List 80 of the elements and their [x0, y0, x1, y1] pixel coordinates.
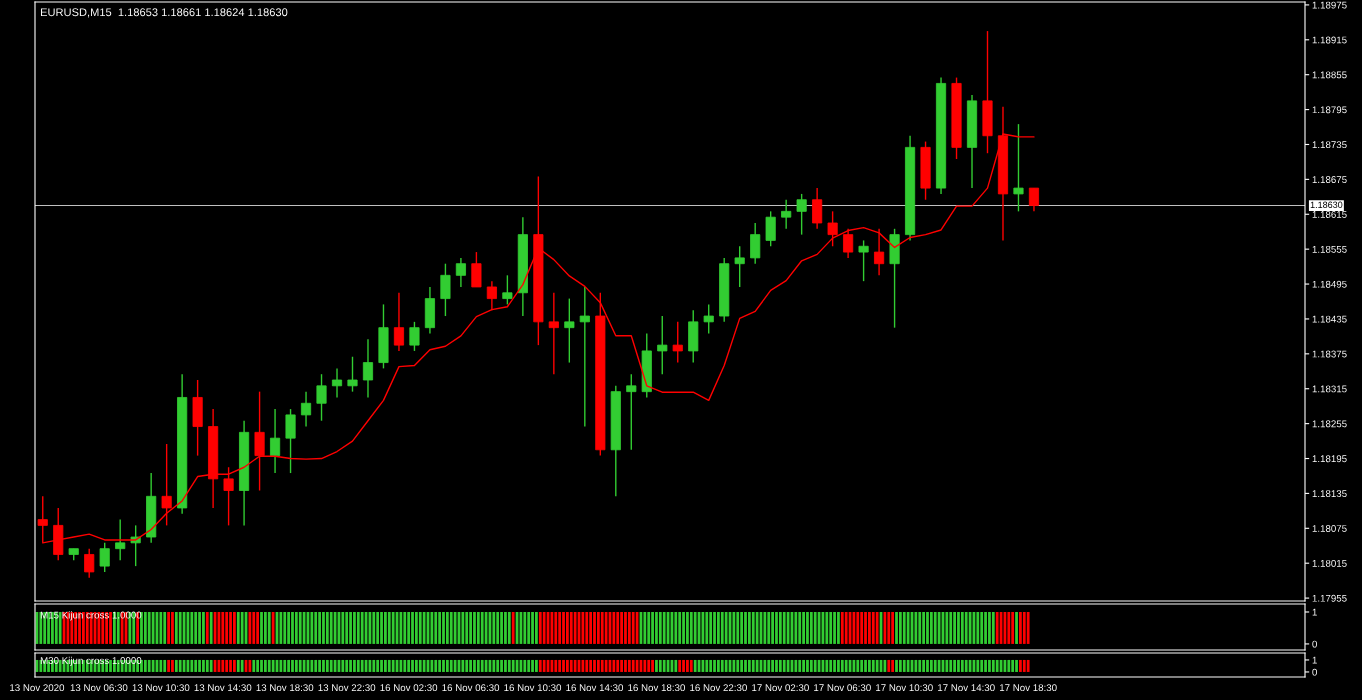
y-tick-label: 1.18195 [1312, 455, 1347, 463]
candlestick [331, 367, 343, 399]
candlestick [703, 303, 714, 335]
x-tick-label: 17 Nov 02:30 [752, 684, 809, 692]
candlestick [409, 321, 420, 352]
candlestick [672, 321, 683, 364]
candlestick [486, 280, 497, 311]
ref-line-label: 1.18630 [1310, 201, 1343, 208]
candlestick [750, 222, 761, 265]
y-tick-label: 1.18795 [1312, 106, 1347, 114]
candlestick [564, 297, 575, 364]
y-tick-label: 1.18075 [1312, 525, 1347, 532]
y-tick-label: 1.18135 [1312, 490, 1347, 498]
candlestick [254, 390, 265, 492]
candlestick [347, 356, 358, 393]
candlestick [223, 466, 234, 527]
y-tick-label: 1.18555 [1312, 245, 1347, 253]
y-tick-label: 1.18675 [1312, 176, 1347, 183]
candlestick [300, 390, 312, 428]
candlestick [796, 193, 807, 236]
x-tick-label: 16 Nov 18:30 [628, 684, 685, 692]
candlestick [362, 338, 374, 399]
candlestick [812, 187, 823, 230]
candlestick [84, 547, 95, 579]
x-tick-label: 17 Nov 10:30 [876, 684, 933, 692]
y-tick-label: 1 [1312, 656, 1317, 664]
y-tick-label: 1.18375 [1312, 350, 1347, 358]
x-tick-label: 13 Nov 2020 [10, 684, 65, 692]
x-tick-label: 13 Nov 06:30 [70, 684, 128, 692]
x-tick-label: 16 Nov 06:30 [442, 684, 500, 692]
x-tick-label: 13 Nov 18:30 [256, 684, 314, 692]
candlestick [874, 228, 885, 277]
y-tick-label: 1.18255 [1312, 420, 1347, 428]
x-tick-label: 17 Nov 06:30 [814, 684, 871, 692]
candlestick [502, 274, 513, 306]
y-tick-label: 1.18975 [1312, 1, 1347, 9]
candlestick [579, 286, 590, 428]
candlestick [440, 263, 451, 317]
candlestick [765, 210, 776, 247]
candlestick [316, 373, 327, 422]
candlestick [471, 251, 482, 288]
candlestick [858, 239, 869, 282]
candlestick [1013, 123, 1024, 213]
candlestick [455, 257, 466, 288]
candlestick [626, 373, 637, 451]
y-tick-label: 1.18315 [1312, 385, 1347, 393]
candlestick [393, 292, 405, 352]
candlestick [734, 245, 745, 288]
candlestick [161, 443, 172, 527]
y-tick-label: 0 [1312, 640, 1317, 648]
y-tick-label: 1.17955 [1312, 594, 1347, 602]
x-tick-label: 13 Nov 14:30 [194, 684, 252, 692]
x-tick-label: 16 Nov 10:30 [504, 684, 562, 692]
x-tick-label: 16 Nov 22:30 [690, 684, 747, 692]
x-tick-label: 17 Nov 14:30 [938, 684, 995, 692]
x-tick-label: 16 Nov 14:30 [566, 684, 624, 692]
x-tick-label: 13 Nov 22:30 [318, 684, 376, 692]
candlestick [115, 518, 126, 561]
y-tick-label: 1.18915 [1312, 36, 1347, 44]
candlestick [269, 408, 281, 474]
y-tick-label: 1.18615 [1312, 211, 1347, 218]
candlestick [843, 228, 854, 259]
candlestick [1028, 187, 1040, 213]
x-tick-label: 16 Nov 02:30 [380, 684, 438, 692]
candlestick [827, 210, 838, 247]
y-tick-label: 1 [1312, 608, 1317, 616]
y-tick-label: 1.18015 [1312, 559, 1347, 567]
candlestick [657, 315, 668, 375]
y-tick-label: 1.18495 [1312, 280, 1347, 288]
candlestick [548, 292, 559, 375]
candlestick [99, 542, 110, 573]
y-tick-label: 0 [1312, 668, 1317, 676]
candlestick [285, 408, 296, 474]
x-tick-label: 17 Nov 18:30 [999, 684, 1057, 692]
candlestick [781, 199, 792, 230]
y-tick-label: 1.18435 [1312, 315, 1347, 323]
x-tick-label: 13 Nov 10:30 [132, 684, 190, 692]
chart-title: EURUSD,M15 1.18653 1.18661 1.18624 1.18630 [40, 8, 288, 18]
y-tick-label: 1.18855 [1312, 71, 1347, 79]
y-tick-label: 1.18735 [1312, 141, 1347, 149]
